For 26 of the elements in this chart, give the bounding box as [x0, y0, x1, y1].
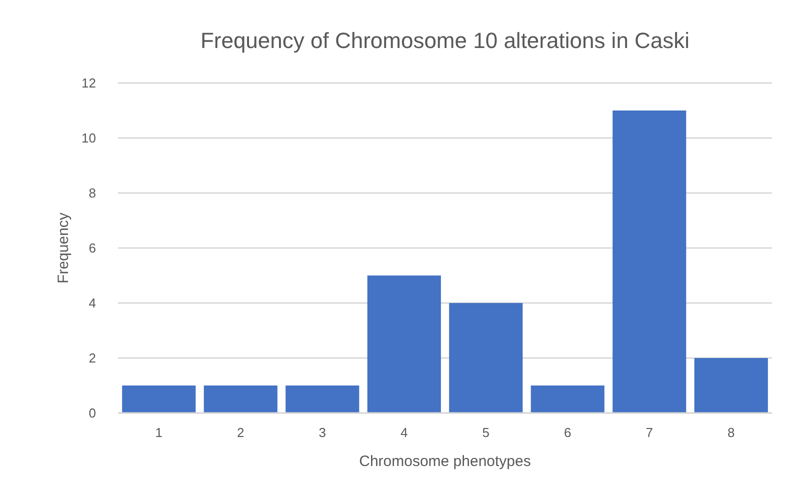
y-tick-label: 4	[88, 296, 96, 311]
x-axis-title: Chromosome phenotypes	[359, 453, 531, 470]
y-tick-label: 6	[88, 240, 96, 256]
y-tick-label: 8	[88, 186, 96, 201]
bar	[367, 276, 441, 413]
x-tick-label: 5	[482, 425, 490, 440]
x-tick-label: 1	[155, 425, 162, 440]
y-tick-label: 10	[82, 130, 96, 146]
x-tick-label: 7	[646, 425, 653, 440]
bar	[286, 386, 360, 413]
bar	[694, 358, 768, 413]
y-tick-label: 2	[88, 350, 96, 366]
x-tick-label: 4	[400, 425, 408, 440]
x-tick-label: 6	[564, 425, 572, 440]
bar	[122, 386, 196, 413]
bar	[530, 386, 604, 413]
y-axis-title: Frequency	[55, 212, 72, 284]
chart-title: Frequency of Chromosome 10 alterations in Caski	[200, 28, 690, 53]
x-tick-label: 8	[728, 425, 735, 440]
y-tick-label: 12	[82, 76, 96, 91]
x-tick-label: 2	[237, 425, 244, 440]
x-tick-label: 3	[318, 425, 326, 440]
bar	[612, 110, 686, 413]
bar	[204, 386, 278, 413]
bar	[449, 303, 523, 413]
y-tick-label: 0	[88, 406, 96, 421]
